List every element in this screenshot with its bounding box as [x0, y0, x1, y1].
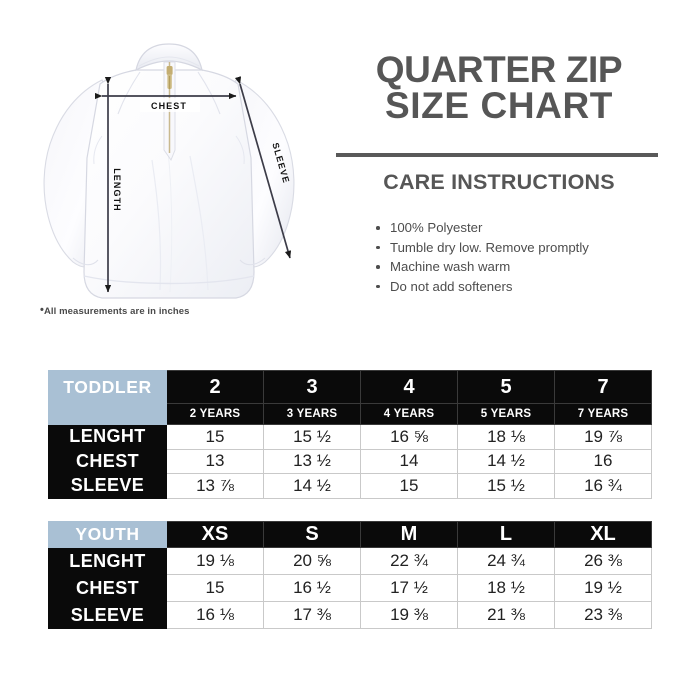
youth-size-2: M [360, 521, 458, 548]
table-row: LENGHT 19 ⅛ 20 ⅝ 22 ¾ 24 ¾ 26 ⅜ [48, 547, 652, 575]
toddler-cell-0-4: 19 ⅞ [554, 424, 652, 450]
page-title: QUARTER ZIP SIZE CHART [334, 49, 664, 126]
care-instructions-heading: CARE INSTRUCTIONS [383, 170, 615, 194]
youth-cell-0-4: 26 ⅜ [554, 547, 652, 575]
youth-row-label-0: LENGHT [48, 547, 167, 575]
toddler-cell-2-2: 15 [360, 473, 458, 499]
table-row: CHEST 13 13 ½ 14 14 ½ 16 [48, 448, 652, 474]
youth-cell-2-2: 19 ⅜ [360, 601, 458, 629]
toddler-size-3: 5 [457, 370, 555, 404]
toddler-age-3: 5 YEARS [457, 403, 555, 425]
care-item: Tumble dry low. Remove promptly [374, 238, 664, 258]
toddler-cell-0-0: 15 [166, 424, 264, 450]
toddler-cell-1-2: 14 [360, 448, 458, 474]
youth-cell-1-1: 16 ½ [263, 574, 361, 602]
toddler-cell-1-0: 13 [166, 448, 264, 474]
youth-cell-0-3: 24 ¾ [457, 547, 555, 575]
youth-row-label-2: SLEEVE [48, 601, 167, 629]
toddler-size-0: 2 [166, 370, 264, 404]
toddler-cell-2-1: 14 ½ [263, 473, 361, 499]
table-row-ages: 2 YEARS 3 YEARS 4 YEARS 5 YEARS 7 YEARS [48, 403, 652, 425]
toddler-category-label: TODDLER [48, 370, 167, 404]
toddler-age-0: 2 YEARS [166, 403, 264, 425]
toddler-cell-1-4: 16 [554, 448, 652, 474]
youth-size-4: XL [554, 521, 652, 548]
table-row: SLEEVE 16 ⅛ 17 ⅜ 19 ⅜ 21 ⅜ 23 ⅜ [48, 601, 652, 629]
toddler-cell-0-3: 18 ⅛ [457, 424, 555, 450]
toddler-size-4: 7 [554, 370, 652, 404]
youth-cell-1-3: 18 ½ [457, 574, 555, 602]
care-item: Machine wash warm [374, 257, 664, 277]
table-row: SLEEVE 13 ⅞ 14 ½ 15 15 ½ 16 ¾ [48, 473, 652, 499]
chest-label: CHEST [151, 101, 187, 111]
youth-category-label: YOUTH [48, 521, 167, 548]
care-item: 100% Polyester [374, 218, 664, 238]
table-row: LENGHT 15 15 ½ 16 ⅝ 18 ⅛ 19 ⅞ [48, 424, 652, 450]
toddler-cell-2-3: 15 ½ [457, 473, 555, 499]
youth-size-table: YOUTH XS S M L XL LENGHT 19 ⅛ 20 ⅝ 22 ¾ … [48, 521, 652, 629]
quarter-zip-jacket-drawing: CHEST LENGTH SLEEVE [43, 43, 295, 299]
youth-cell-2-3: 21 ⅜ [457, 601, 555, 629]
table-row-header: TODDLER 2 3 4 5 7 [48, 370, 652, 404]
toddler-row-label-0: LENGHT [48, 424, 167, 450]
youth-size-3: L [457, 521, 555, 548]
youth-row-label-1: CHEST [48, 574, 167, 602]
toddler-ages-spacer [48, 403, 167, 425]
toddler-cell-0-2: 16 ⅝ [360, 424, 458, 450]
toddler-cell-2-4: 16 ¾ [554, 473, 652, 499]
toddler-size-table: TODDLER 2 3 4 5 7 2 YEARS 3 YEARS 4 YEAR… [48, 370, 652, 499]
youth-cell-2-1: 17 ⅜ [263, 601, 361, 629]
youth-cell-0-0: 19 ⅛ [166, 547, 264, 575]
youth-cell-2-0: 16 ⅛ [166, 601, 264, 629]
measurements-footnote: •All measurements are in inches [40, 304, 330, 318]
youth-cell-2-4: 23 ⅜ [554, 601, 652, 629]
title-divider [336, 153, 658, 157]
toddler-age-4: 7 YEARS [554, 403, 652, 425]
youth-size-1: S [263, 521, 361, 548]
youth-cell-1-0: 15 [166, 574, 264, 602]
toddler-size-2: 4 [360, 370, 458, 404]
toddler-cell-1-3: 14 ½ [457, 448, 555, 474]
youth-cell-1-2: 17 ½ [360, 574, 458, 602]
length-label: LENGTH [112, 168, 122, 212]
sleeve-measure-arrow [234, 76, 292, 259]
youth-cell-0-1: 20 ⅝ [263, 547, 361, 575]
title-line-2: SIZE CHART [385, 84, 613, 126]
toddler-age-2: 4 YEARS [360, 403, 458, 425]
toddler-row-label-2: SLEEVE [48, 473, 167, 499]
footnote-text: All measurements are in inches [43, 306, 190, 317]
toddler-size-1: 3 [263, 370, 361, 404]
garment-illustration: CHEST LENGTH SLEEVE [40, 40, 330, 330]
care-item: Do not add softeners [374, 277, 664, 297]
youth-size-0: XS [166, 521, 264, 548]
toddler-cell-0-1: 15 ½ [263, 424, 361, 450]
toddler-row-label-1: CHEST [48, 448, 167, 474]
table-row-header: YOUTH XS S M L XL [48, 521, 652, 548]
title-line-1: QUARTER ZIP [375, 49, 623, 90]
toddler-cell-2-0: 13 ⅞ [166, 473, 264, 499]
table-row: CHEST 15 16 ½ 17 ½ 18 ½ 19 ½ [48, 574, 652, 602]
care-instructions-list: 100% Polyester Tumble dry low. Remove pr… [374, 218, 664, 296]
youth-cell-0-2: 22 ¾ [360, 547, 458, 575]
youth-cell-1-4: 19 ½ [554, 574, 652, 602]
toddler-age-1: 3 YEARS [263, 403, 361, 425]
toddler-cell-1-1: 13 ½ [263, 448, 361, 474]
footnote-bullet-icon: • [40, 304, 44, 316]
